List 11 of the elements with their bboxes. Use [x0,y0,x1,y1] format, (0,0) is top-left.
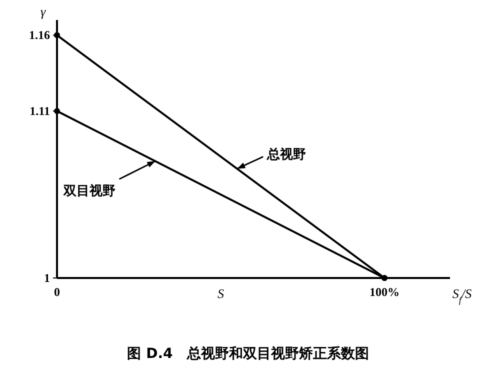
text: 图 D.4 总视野和双目视野矫正系数图 [127,345,369,362]
text: 双目视野 [62,183,116,200]
x-tick-label: 100% [370,285,400,299]
text: S [218,286,224,301]
x-axis-title: S$_{f}$/S [452,286,472,305]
y-tick-label: 1.16 [29,28,50,42]
y-tick-label: 1 [44,271,50,285]
y-tick-label: 1.11 [30,104,50,118]
y-axis-title: γ [40,4,46,19]
x-tick-label: 0 [54,285,60,299]
legend-label: 总视野 [266,146,306,163]
